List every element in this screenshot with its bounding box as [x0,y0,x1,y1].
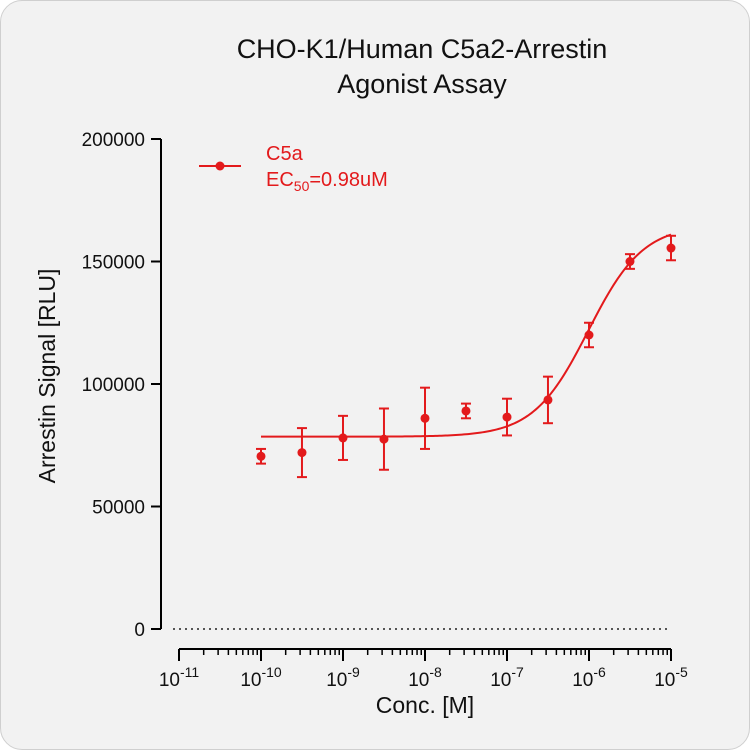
chart-title: CHO-K1/Human C5a2-Arrestin Agonist Assay [237,34,608,99]
data-point [502,412,512,422]
x-tick-exponent: -10 [261,664,281,680]
legend-dot-marker [215,161,225,171]
x-tick-label: 10-7 [490,664,524,691]
data-point [584,330,594,340]
x-tick-base: 10 [240,670,261,691]
y-tick-label: 150000 [82,253,145,274]
ec50-suffix: =0.98uM [309,169,387,191]
x-axis-label: Conc. [M] [376,692,474,718]
fit-curve-group [261,233,672,438]
x-tick-base: 10 [159,670,180,691]
x-tick-exponent: -8 [429,664,442,680]
data-point [461,406,471,416]
x-tick-label: 10-11 [159,664,200,691]
x-tick-label: 10-8 [408,664,442,691]
fit-curve [261,233,672,438]
x-tick-exponent: -7 [511,664,524,680]
x-tick-base: 10 [326,670,347,691]
x-tick-base: 10 [490,670,511,691]
x-tick-exponent: -5 [675,664,688,680]
y-tick-label: 0 [134,620,145,641]
y-axis: 0 50000 100000 150000 200000 [82,130,162,641]
x-tick-exponent: -6 [593,664,606,680]
chart-title-line-2: Agonist Assay [337,69,507,99]
data-point [625,257,635,266]
y-tick-label: 50000 [92,498,145,519]
data-point [338,433,348,443]
y-tick-label: 200000 [82,130,145,151]
x-tick-label: 10-6 [572,664,606,691]
data-point [256,451,266,461]
x-tick-base: 10 [654,670,675,691]
x-tick-label: 10-9 [326,664,360,691]
y-tick-label: 100000 [82,375,145,396]
y-axis-label: Arrestin Signal [RLU] [34,269,60,484]
legend: C5a EC50=0.98uM [199,143,388,194]
x-tick-base: 10 [408,670,429,691]
x-tick-label: 10-5 [654,664,688,691]
data-point [420,413,430,423]
chart-title-line-1: CHO-K1/Human C5a2-Arrestin [237,34,608,64]
x-tick-label: 10-10 [240,664,282,691]
data-point [543,395,553,405]
data-points [256,234,676,479]
x-tick-exponent: -9 [347,664,360,680]
x-axis: 10-11 10-10 10-9 10-8 10-7 10-6 10-5 [159,648,688,691]
legend-series-name: C5a [266,143,304,165]
ec50-prefix: EC [266,169,294,191]
data-point [297,448,307,458]
x-tick-base: 10 [572,670,593,691]
x-tick-exponent: -11 [180,664,199,680]
data-point [379,434,389,444]
data-point [666,243,676,253]
ec50-subscript: 50 [294,178,310,194]
legend-ec50-annotation: EC50=0.98uM [266,169,388,194]
